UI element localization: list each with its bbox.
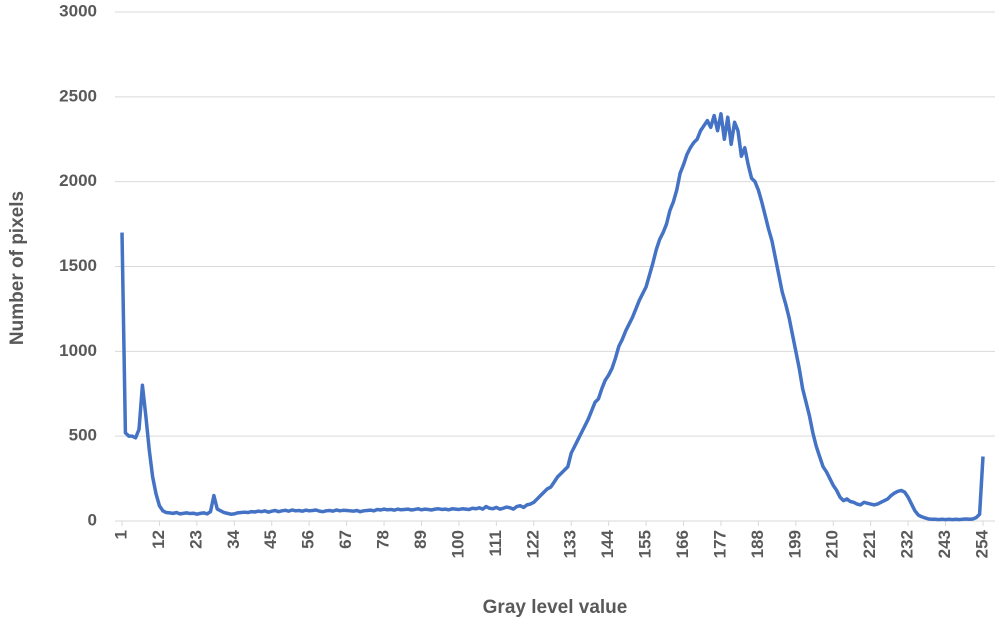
x-tick-label: 188 — [748, 530, 767, 558]
x-tick-label: 155 — [636, 530, 655, 558]
x-tick-label: 210 — [823, 530, 842, 558]
y-tick-label: 1500 — [59, 256, 97, 275]
y-tick-label: 2500 — [59, 86, 97, 105]
y-axis-title: Number of pixels — [7, 191, 28, 345]
y-tick-label: 3000 — [59, 1, 97, 20]
x-tick-label: 34 — [224, 529, 243, 548]
x-tick-label: 144 — [598, 529, 617, 558]
x-tick-label: 166 — [673, 530, 692, 558]
x-tick-label: 232 — [898, 530, 917, 558]
x-tick-label: 199 — [785, 530, 804, 558]
y-tick-label: 500 — [69, 426, 97, 445]
x-tick-label: 221 — [860, 530, 879, 558]
x-tick-label: 133 — [561, 530, 580, 558]
x-tick-label: 12 — [149, 530, 168, 549]
x-tick-label: 67 — [336, 530, 355, 549]
x-tick-label: 243 — [935, 530, 954, 558]
x-tick-label: 23 — [186, 530, 205, 549]
x-tick-label: 78 — [374, 530, 393, 549]
x-tick-label: 100 — [448, 530, 467, 558]
x-tick-label: 1 — [111, 530, 130, 539]
x-axis-title: Gray level value — [483, 597, 628, 618]
x-tick-label: 56 — [299, 530, 318, 549]
x-tick-label: 254 — [972, 529, 991, 558]
x-tick-label: 122 — [523, 530, 542, 558]
y-tick-label: 2000 — [59, 171, 97, 190]
y-tick-label: 1000 — [59, 341, 97, 360]
y-tick-label: 0 — [88, 510, 97, 529]
x-tick-label: 89 — [411, 530, 430, 549]
x-tick-label: 177 — [710, 530, 729, 558]
x-tick-label: 111 — [486, 530, 505, 557]
data-line — [120, 112, 985, 522]
x-tick-label: 45 — [261, 530, 280, 549]
